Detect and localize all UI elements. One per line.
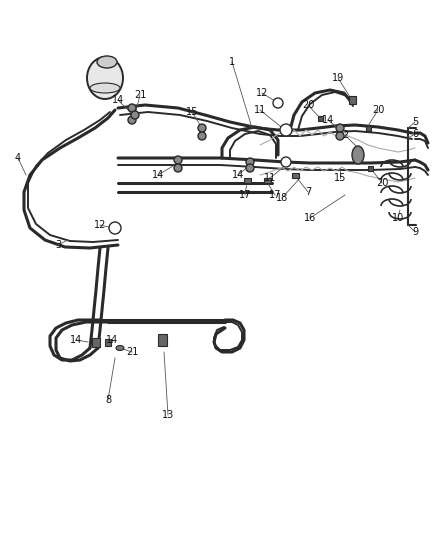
Text: 7: 7 <box>305 187 311 197</box>
Text: 14: 14 <box>106 335 118 345</box>
Text: 21: 21 <box>126 347 138 357</box>
Bar <box>349 96 356 104</box>
Text: 20: 20 <box>376 178 388 188</box>
Bar <box>244 177 251 182</box>
Text: 9: 9 <box>412 227 418 237</box>
Circle shape <box>174 164 182 172</box>
Text: 15: 15 <box>334 173 346 183</box>
Text: 20: 20 <box>372 105 384 115</box>
Circle shape <box>109 222 121 234</box>
Ellipse shape <box>352 146 364 164</box>
Circle shape <box>246 164 254 172</box>
Bar <box>158 334 166 346</box>
Circle shape <box>281 157 291 167</box>
Text: 2: 2 <box>342 130 348 140</box>
Bar <box>292 173 299 177</box>
Circle shape <box>198 132 206 140</box>
Text: 3: 3 <box>55 240 61 250</box>
Circle shape <box>131 111 139 119</box>
Text: 1: 1 <box>229 57 235 67</box>
Text: 4: 4 <box>15 153 21 163</box>
Ellipse shape <box>90 83 120 93</box>
Text: 14: 14 <box>112 95 124 105</box>
Text: 14: 14 <box>152 170 164 180</box>
Text: 21: 21 <box>134 90 146 100</box>
Text: 16: 16 <box>304 213 316 223</box>
Text: 15: 15 <box>186 107 198 117</box>
Text: 14: 14 <box>232 170 244 180</box>
Text: 17: 17 <box>239 190 251 200</box>
Text: 14: 14 <box>322 115 334 125</box>
Circle shape <box>273 98 283 108</box>
Ellipse shape <box>97 56 117 68</box>
Bar <box>92 337 100 346</box>
Text: 13: 13 <box>162 410 174 420</box>
Ellipse shape <box>116 345 124 351</box>
Ellipse shape <box>87 57 123 99</box>
Circle shape <box>336 132 344 140</box>
Circle shape <box>336 124 344 132</box>
Text: 11: 11 <box>264 173 276 183</box>
Text: 20: 20 <box>302 100 314 110</box>
Text: 11: 11 <box>254 105 266 115</box>
Text: 17: 17 <box>269 190 281 200</box>
Text: 12: 12 <box>94 220 106 230</box>
Text: 6: 6 <box>412 129 418 139</box>
Bar <box>264 177 271 182</box>
Circle shape <box>128 116 136 124</box>
Text: 12: 12 <box>256 88 268 98</box>
Circle shape <box>246 158 254 166</box>
Text: 19: 19 <box>332 73 344 83</box>
Text: 8: 8 <box>105 395 111 405</box>
Text: 18: 18 <box>276 193 288 203</box>
Bar <box>365 125 371 131</box>
Bar <box>318 116 322 120</box>
Circle shape <box>174 156 182 164</box>
Text: 14: 14 <box>70 335 82 345</box>
Circle shape <box>198 124 206 132</box>
Text: 10: 10 <box>392 213 404 223</box>
Bar <box>367 166 372 171</box>
Text: 5: 5 <box>412 117 418 127</box>
Circle shape <box>280 124 292 136</box>
Bar <box>105 338 111 345</box>
Circle shape <box>128 104 136 112</box>
